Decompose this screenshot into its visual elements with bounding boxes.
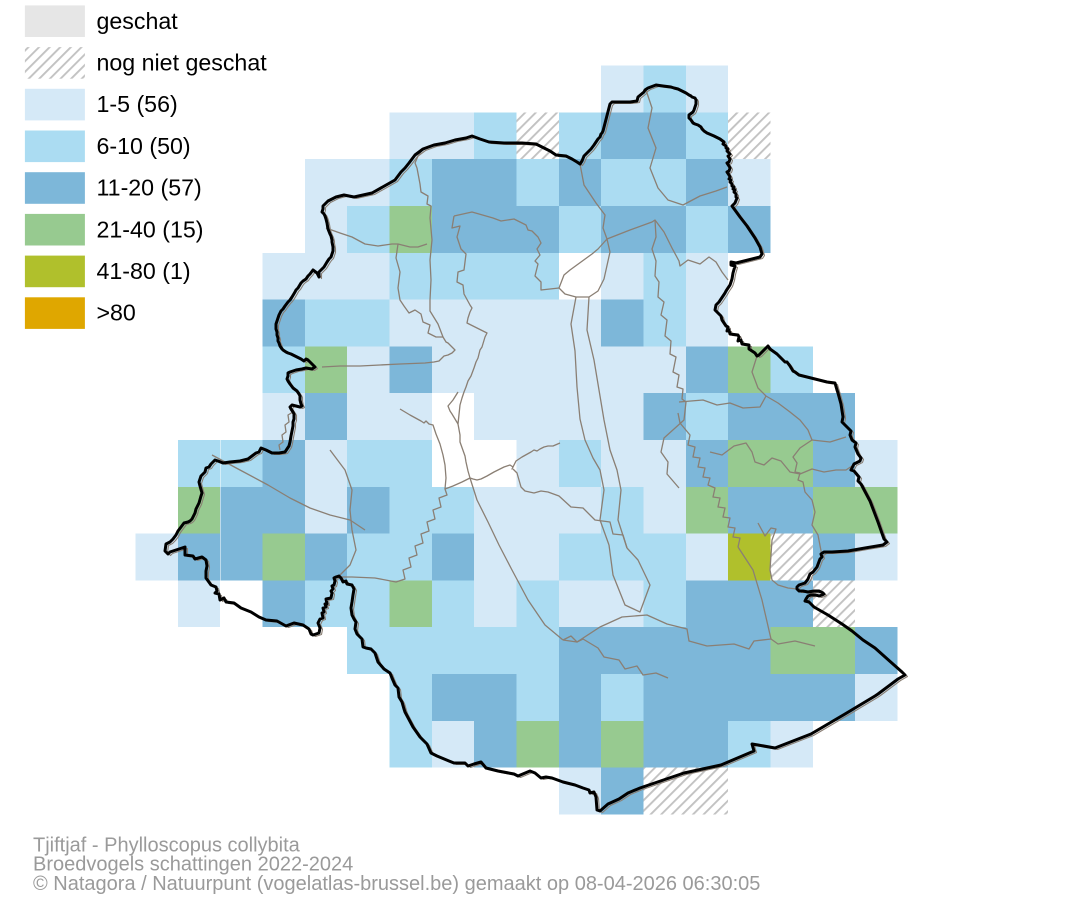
svg-text:Tjiftjaf - Phylloscopus collyb: Tjiftjaf - Phylloscopus collybita: [33, 835, 301, 857]
svg-text:geschat: geschat: [97, 8, 179, 34]
svg-text:1-5 (56): 1-5 (56): [97, 91, 178, 117]
svg-text:11-20 (57): 11-20 (57): [97, 175, 202, 201]
svg-text:nog niet geschat: nog niet geschat: [97, 50, 268, 76]
svg-text:21-40 (15): 21-40 (15): [97, 216, 204, 242]
svg-text:© Natagora / Natuurpunt (vogel: © Natagora / Natuurpunt (vogelatlas-brus…: [33, 873, 760, 895]
svg-text:Broedvogels schattingen 2022-2: Broedvogels schattingen 2022-2024: [33, 854, 353, 876]
svg-text:6-10 (50): 6-10 (50): [97, 133, 191, 159]
svg-text:>80: >80: [97, 300, 136, 326]
svg-text:41-80 (1): 41-80 (1): [97, 258, 191, 284]
